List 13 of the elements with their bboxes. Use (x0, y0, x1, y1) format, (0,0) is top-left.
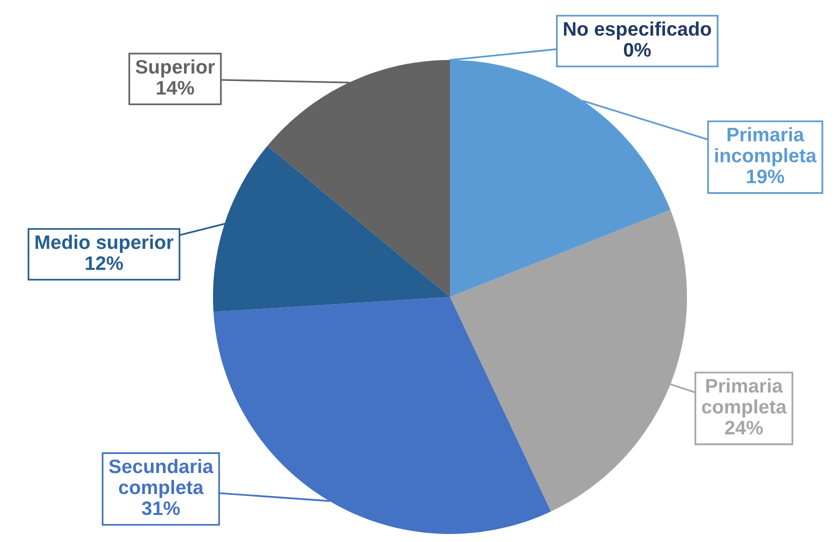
text: 0% (624, 42, 651, 57)
data-label: 31% (142, 501, 180, 516)
data-label: 19% (746, 170, 784, 184)
data-label: 12% (86, 256, 123, 270)
pie-slice (213, 297, 551, 534)
category-label: No especificado (564, 22, 712, 40)
slice-label: Primaria completa (702, 378, 787, 418)
slice-label: Medio superior (36, 234, 174, 253)
data-label: 14% (156, 80, 194, 95)
data-label: 24% (725, 420, 763, 435)
slice-label: Primaria incompleta (715, 127, 817, 166)
slice-label: Superior (136, 59, 215, 78)
slice-label: Secundaria completa (109, 458, 214, 498)
